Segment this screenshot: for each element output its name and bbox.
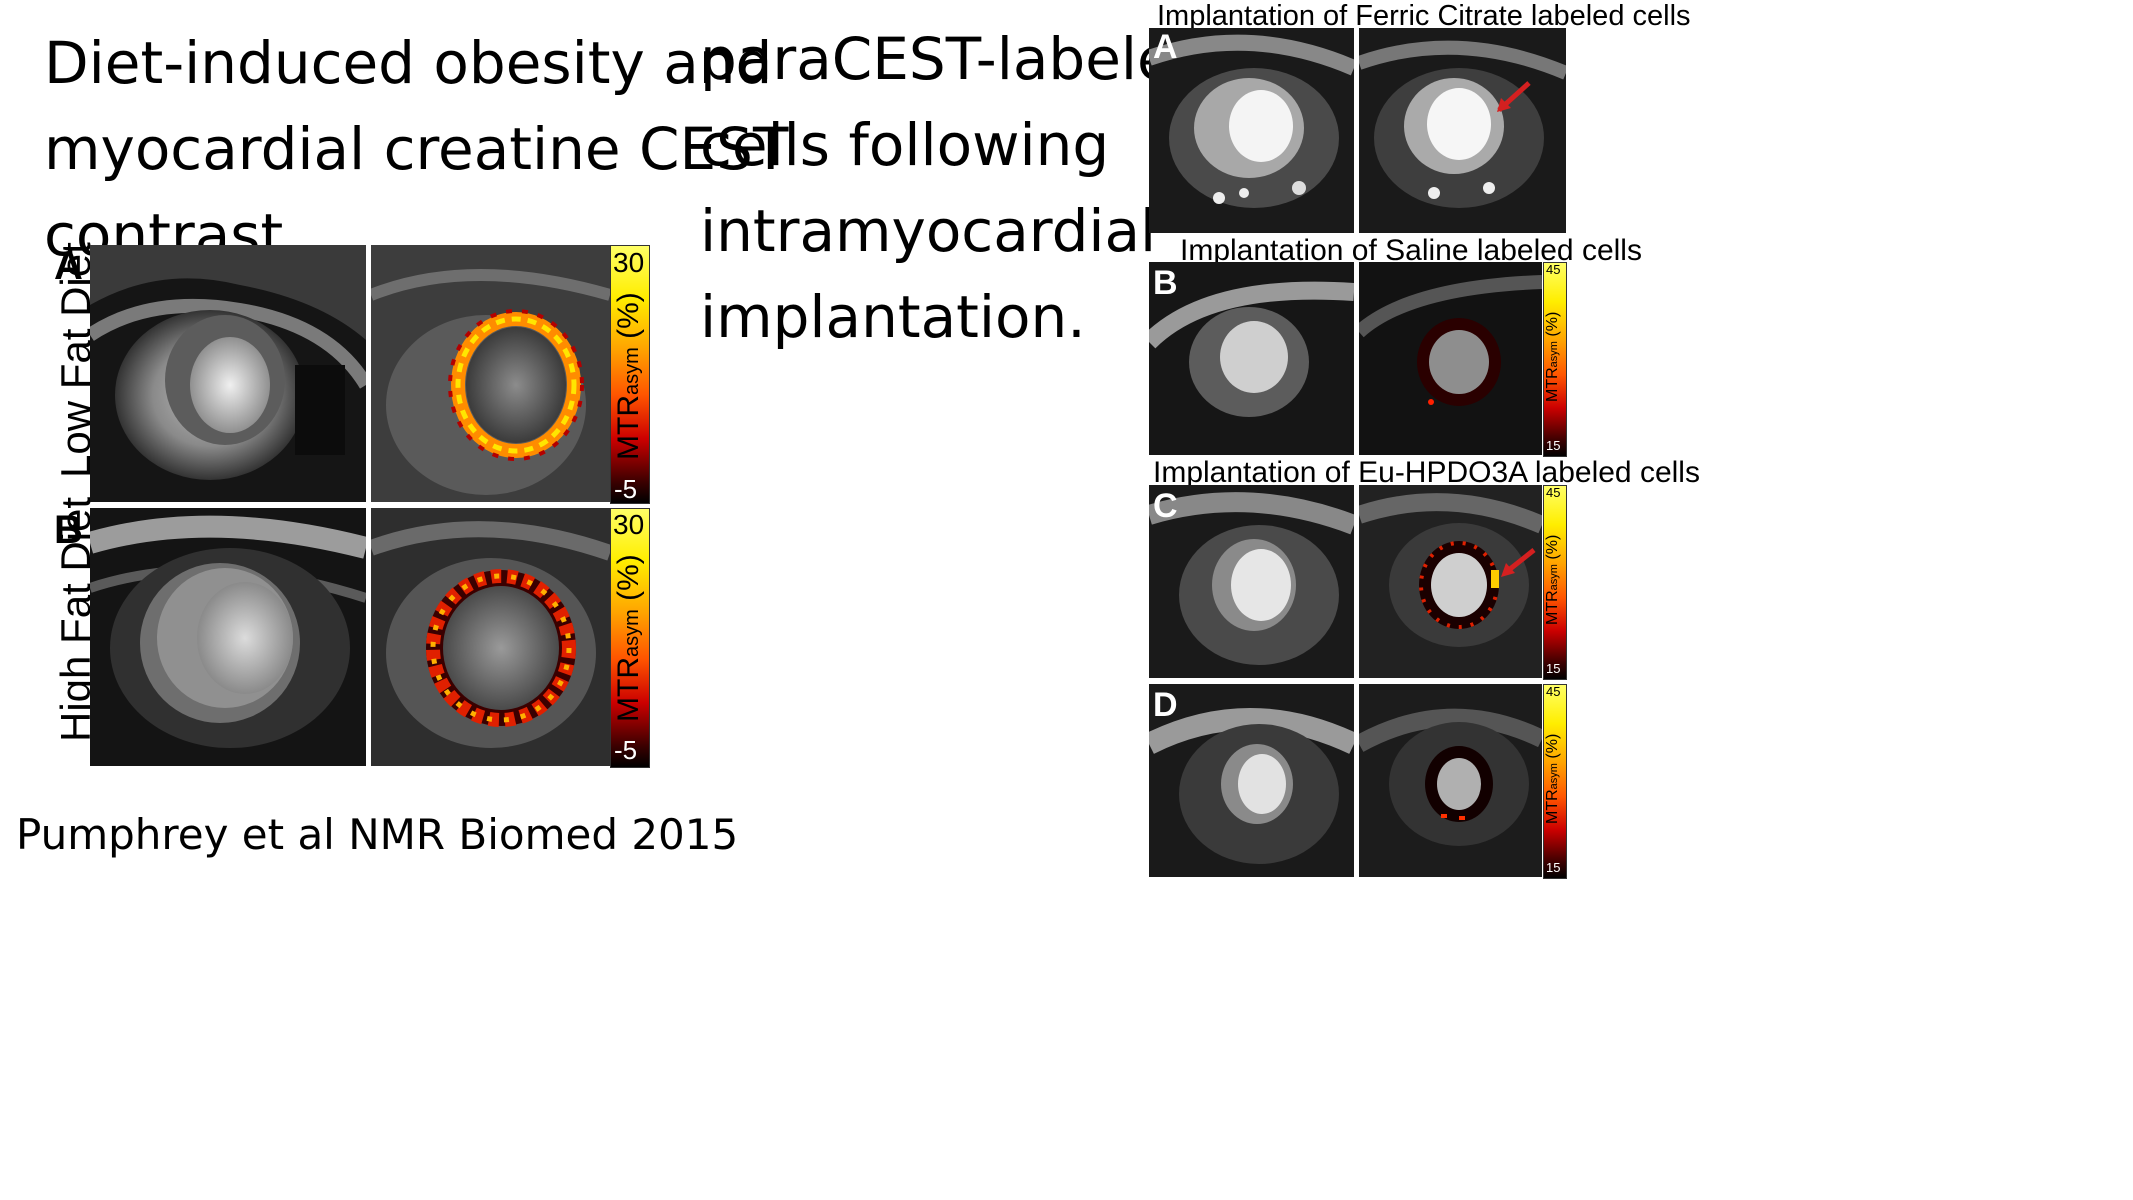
colorbar-low-fat-label: MTRasym (%) — [612, 292, 646, 460]
colorbar-label-main: MTR — [1544, 590, 1561, 625]
colorbar-label-sub: asym — [1548, 341, 1560, 368]
colorbar-label-sub: asym — [621, 609, 643, 658]
colorbar-low-fat — [610, 245, 650, 504]
colorbar-high-fat — [610, 508, 650, 768]
colorbar-label-main: MTR — [612, 395, 645, 460]
colorbar-label-sub: asym — [621, 347, 643, 396]
mri-image — [1359, 28, 1566, 233]
panel-letter-b: B — [1153, 264, 1178, 302]
control-left-image: D — [1149, 684, 1354, 877]
left-title: Diet-induced obesity and myocardial crea… — [44, 29, 789, 269]
colorbar-eu-hpdo3a — [1543, 485, 1567, 680]
caption-saline: Implantation of Saline labeled cells — [1180, 234, 1642, 267]
colorbar-eu-min: 15 — [1546, 661, 1561, 676]
saline-left-image: B — [1149, 262, 1354, 455]
eu-hpdo3a-right-image — [1359, 485, 1542, 678]
row-b-letter: B — [54, 508, 83, 552]
colorbar-label-main: MTR — [1544, 789, 1561, 824]
colorbar-control-label: MTRasym (%) — [1544, 734, 1562, 824]
colorbar-low-fat-min: -5 — [614, 474, 638, 504]
cest-low-fat-map — [371, 245, 610, 502]
colorbar-eu-label: MTRasym (%) — [1544, 535, 1562, 625]
colorbar-label-unit: (%) — [612, 554, 645, 601]
mri-high-fat-anatomical — [90, 508, 366, 766]
saline-right-image — [1359, 262, 1542, 455]
caption-eu-hpdo3a: Implantation of Eu-HPDO3A labeled cells — [1153, 456, 1700, 489]
mri-low-fat-anatomical — [90, 245, 366, 502]
colorbar-label-sub: asym — [1548, 763, 1560, 790]
colorbar-control-min: 15 — [1546, 860, 1561, 875]
colorbar-label-main: MTR — [1544, 367, 1561, 402]
cest-image — [1359, 262, 1542, 455]
colorbar-eu-max: 45 — [1546, 485, 1561, 500]
colorbar-saline-min: 15 — [1546, 438, 1561, 453]
caption-ferric-citrate: Implantation of Ferric Citrate labeled c… — [1157, 0, 1691, 32]
mri-image — [1149, 28, 1354, 233]
colorbar-label-unit: (%) — [612, 292, 645, 339]
colorbar-label-main: MTR — [612, 657, 645, 722]
cest-image — [1359, 485, 1542, 678]
colorbar-low-fat-max: 30 — [613, 247, 645, 278]
cest-image — [371, 508, 610, 766]
mri-image — [90, 508, 366, 766]
colorbar-saline-label: MTRasym (%) — [1544, 312, 1562, 402]
control-right-image — [1359, 684, 1542, 877]
ferric-right-image — [1359, 28, 1566, 233]
colorbar-saline — [1543, 262, 1567, 457]
cest-high-fat-map — [371, 508, 610, 766]
panel-letter-d: D — [1153, 686, 1178, 724]
middle-title: paraCEST-labeled cells following intramy… — [700, 25, 1210, 351]
eu-hpdo3a-left-image: C — [1149, 485, 1354, 678]
mri-image — [1149, 485, 1354, 678]
panel-letter-c: C — [1153, 487, 1178, 525]
colorbar-high-fat-min: -5 — [614, 735, 638, 765]
colorbar-label-unit: (%) — [1544, 311, 1561, 337]
colorbar-label-unit: (%) — [1544, 534, 1561, 560]
colorbar-label-sub: asym — [1548, 564, 1560, 591]
colorbar-control-max: 45 — [1546, 684, 1561, 699]
ferric-left-image: A — [1149, 28, 1354, 233]
colorbar-high-fat-label: MTRasym (%) — [612, 554, 646, 722]
colorbar-label-unit: (%) — [1544, 733, 1561, 759]
row-a-letter: A — [54, 244, 83, 288]
colorbar-saline-max: 45 — [1546, 262, 1561, 277]
cest-image — [1359, 684, 1542, 877]
colorbar-control — [1543, 684, 1567, 879]
cest-image — [371, 245, 610, 502]
panel-letter-a: A — [1153, 28, 1178, 66]
mri-image — [90, 245, 366, 502]
mri-image — [1149, 684, 1354, 877]
citation: Pumphrey et al NMR Biomed 2015 — [16, 810, 739, 859]
colorbar-high-fat-max: 30 — [613, 509, 645, 540]
mri-image — [1149, 262, 1354, 455]
